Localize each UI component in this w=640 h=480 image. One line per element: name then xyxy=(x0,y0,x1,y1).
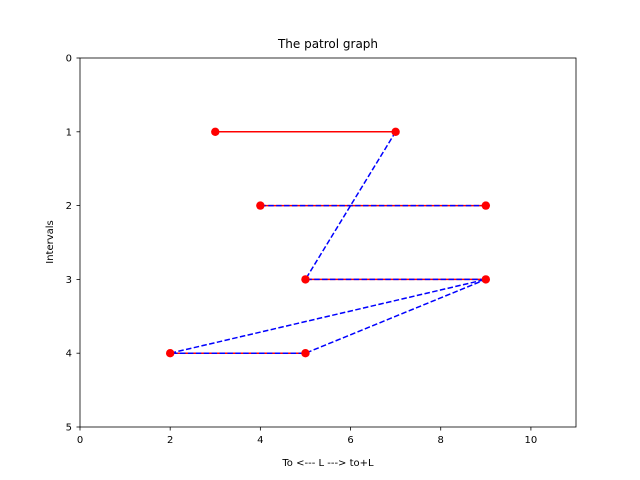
interval-3-start-point xyxy=(301,275,310,284)
interval-1-start-point xyxy=(211,127,220,136)
x-tick-label-0: 0 xyxy=(77,435,83,446)
x-tick-label-8: 8 xyxy=(438,435,444,446)
x-axis-title: To <--- L ---> to+L xyxy=(281,458,374,469)
y-tick-label-4: 4 xyxy=(66,349,72,360)
patrol-path-line xyxy=(170,131,487,354)
interval-2-start-point xyxy=(256,201,265,210)
y-tick-label-1: 1 xyxy=(66,127,72,138)
interval-1-end-point xyxy=(391,127,400,136)
x-tick-label-6: 6 xyxy=(347,435,353,446)
interval-4-end-point xyxy=(301,349,310,358)
x-tick-label-10: 10 xyxy=(525,435,538,446)
axes: 0 2 4 6 8 10 0 1 2 3 4 5 xyxy=(66,54,577,446)
y-tick-label-5: 5 xyxy=(66,423,72,434)
y-tick-label-0: 0 xyxy=(66,54,72,65)
y-tick-label-2: 2 xyxy=(66,201,72,212)
y-axis-title: Intervals xyxy=(45,220,56,264)
y-tick-label-3: 3 xyxy=(66,275,72,286)
interval-4-start-point xyxy=(165,349,175,358)
plot-area xyxy=(165,127,491,358)
interval-3-end-point xyxy=(481,275,491,284)
interval-2-end-point xyxy=(481,201,491,210)
x-tick-label-4: 4 xyxy=(257,435,263,446)
chart-title: The patrol graph xyxy=(277,37,378,51)
plot-frame xyxy=(79,57,577,428)
x-tick-label-2: 2 xyxy=(167,435,173,446)
